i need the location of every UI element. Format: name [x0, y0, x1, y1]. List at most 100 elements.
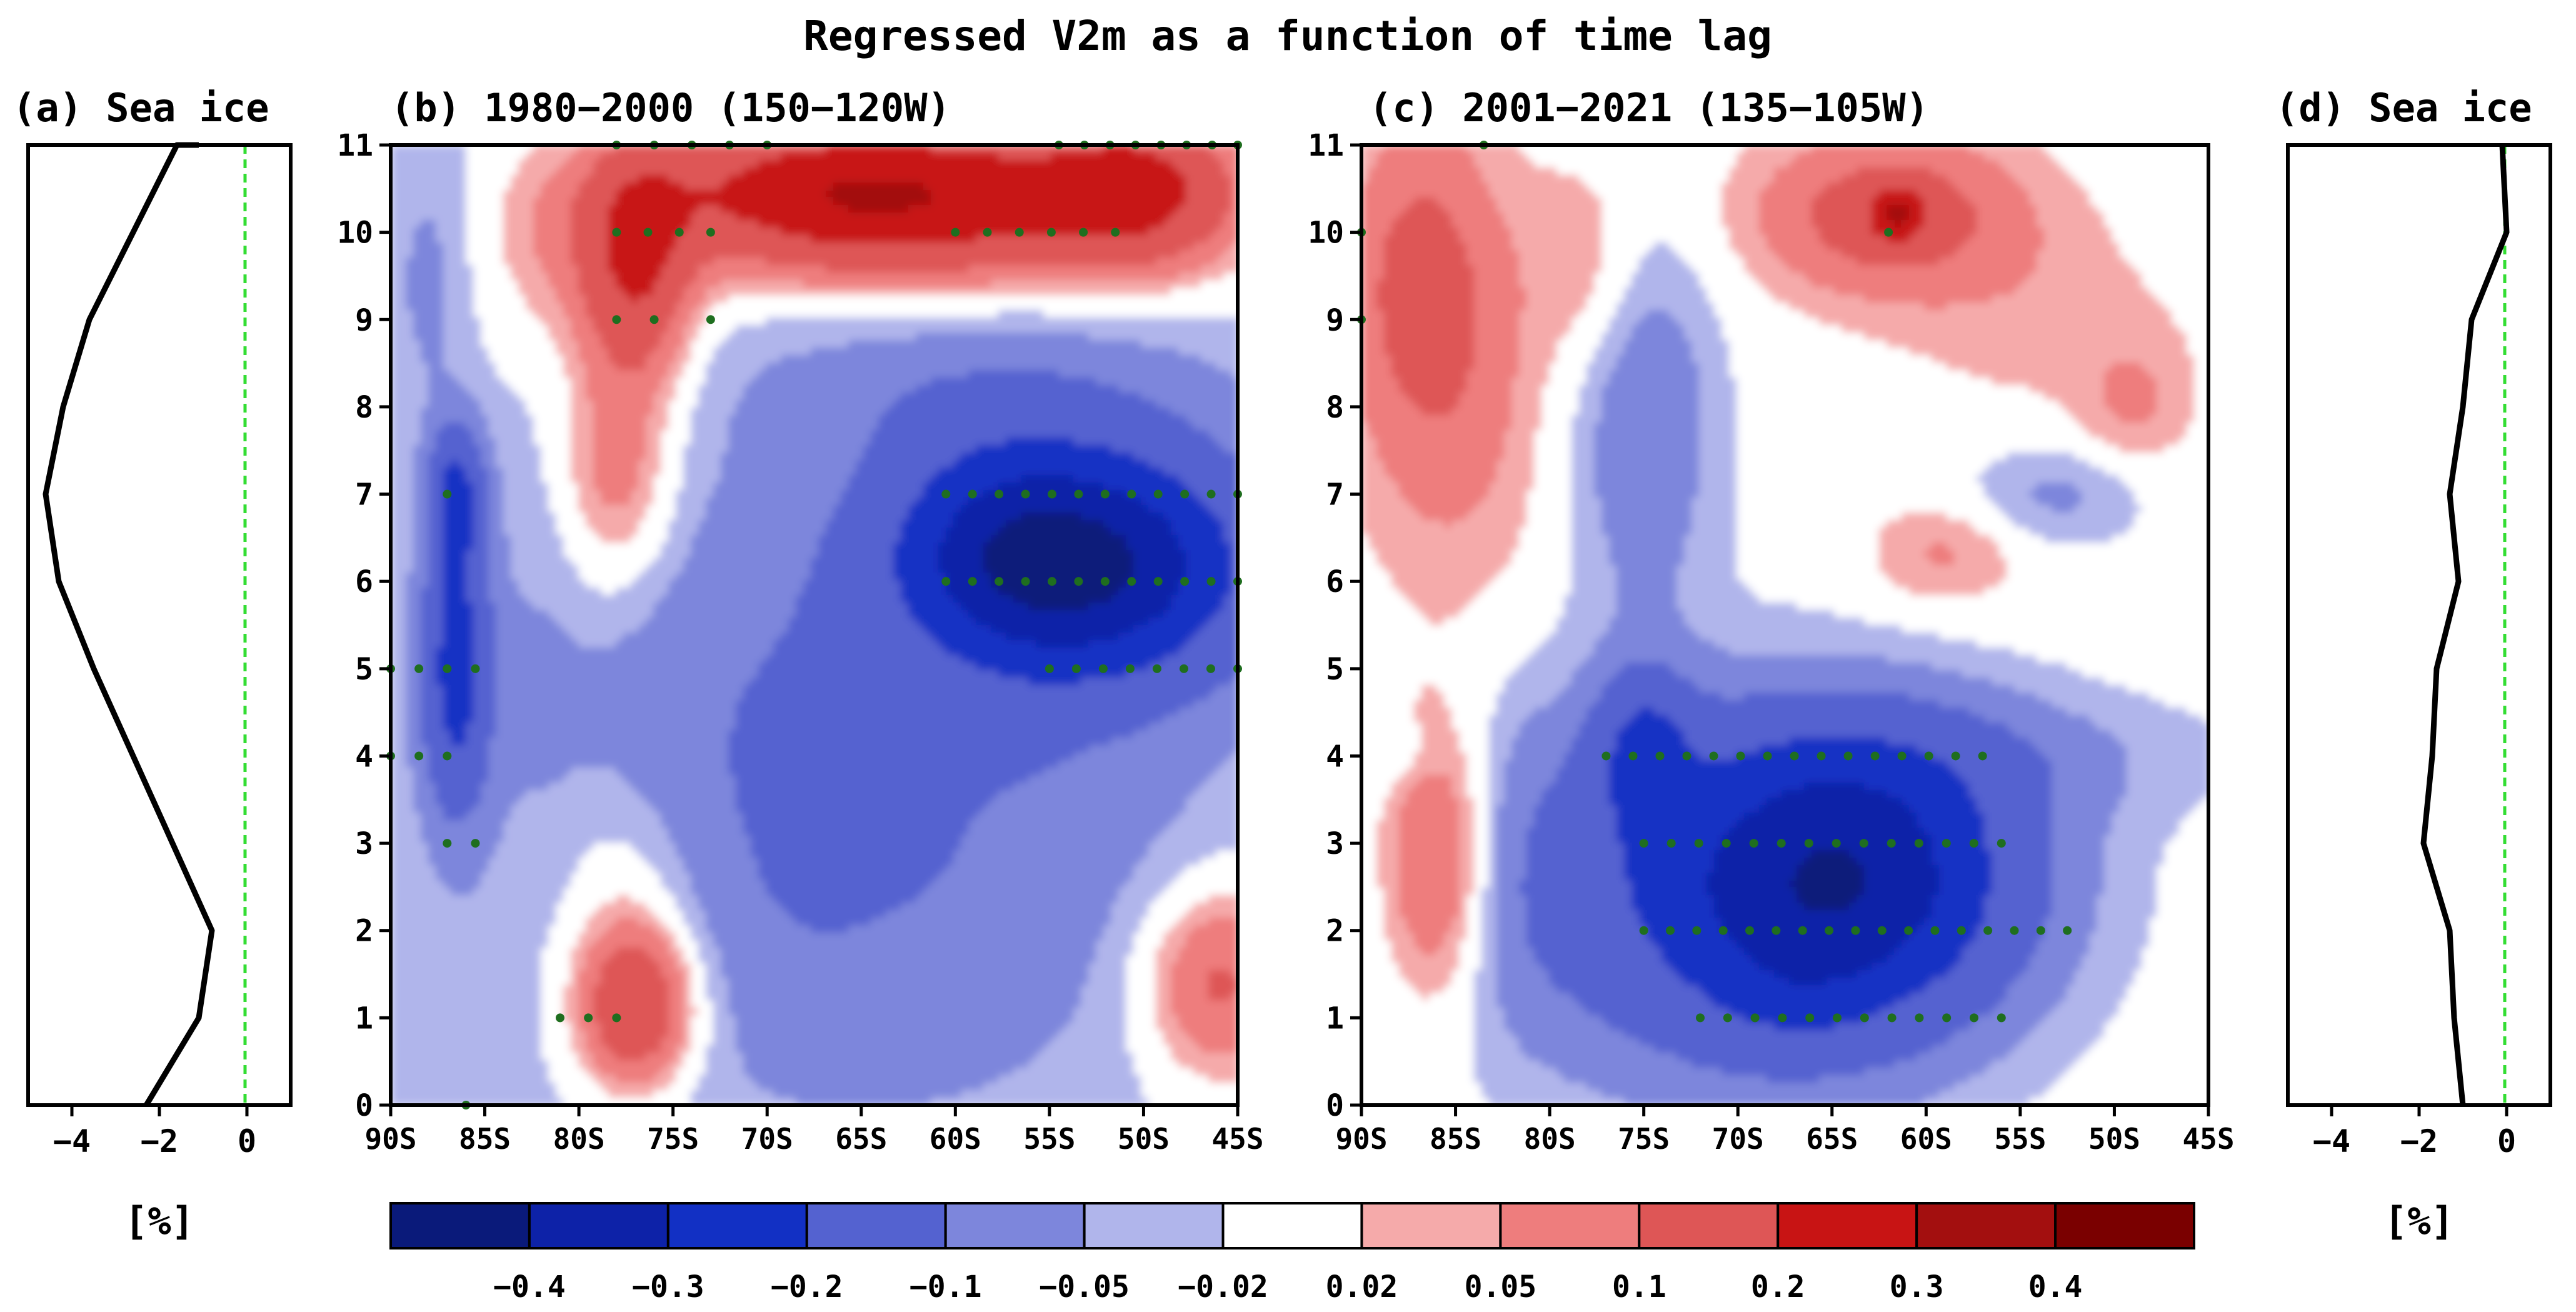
field-cell: [676, 183, 684, 191]
field-cell: [758, 445, 766, 453]
field-cell: [646, 355, 654, 363]
field-cell: [713, 363, 721, 371]
field-cell: [608, 325, 616, 333]
field-cell: [466, 438, 474, 446]
field-cell: [811, 220, 819, 228]
field-cell: [1051, 340, 1059, 348]
field-cell: [796, 453, 804, 461]
field-cell: [571, 160, 579, 168]
field-cell: [1036, 430, 1044, 438]
field-cell: [1133, 348, 1141, 356]
field-cell: [961, 243, 969, 251]
field-cell: [526, 265, 534, 273]
field-cell: [871, 183, 879, 191]
field-cell: [908, 295, 916, 303]
field-cell: [886, 280, 894, 288]
field-cell: [548, 175, 556, 183]
field-cell: [646, 348, 654, 356]
field-cell: [653, 303, 661, 311]
field-cell: [1186, 153, 1194, 161]
field-cell: [638, 445, 646, 453]
field-cell: [946, 310, 954, 318]
field-cell: [728, 378, 736, 386]
field-cell: [1201, 393, 1209, 401]
field-cell: [1043, 295, 1051, 303]
field-cell: [518, 273, 526, 281]
field-cell: [751, 385, 759, 393]
field-cell: [601, 198, 609, 206]
field-cell: [608, 280, 616, 288]
field-cell: [586, 333, 594, 341]
field-cell: [983, 393, 991, 401]
field-cell: [676, 378, 684, 386]
field-cell: [1006, 295, 1014, 303]
field-cell: [1193, 250, 1201, 258]
field-cell: [1088, 445, 1096, 453]
field-cell: [833, 370, 841, 378]
field-cell: [451, 363, 459, 371]
field-cell: [623, 295, 631, 303]
field-cell: [878, 213, 886, 221]
field-cell: [1006, 363, 1014, 371]
field-cell: [1201, 273, 1209, 281]
field-cell: [391, 258, 399, 266]
field-cell: [1036, 265, 1044, 273]
field-cell: [1028, 340, 1036, 348]
field-cell: [473, 228, 481, 236]
field-cell: [811, 325, 819, 333]
field-cell: [998, 258, 1006, 266]
field-cell: [811, 460, 819, 468]
field-cell: [1103, 280, 1111, 288]
field-cell: [946, 235, 954, 243]
field-cell: [1231, 333, 1238, 341]
field-cell: [1081, 370, 1089, 378]
field-cell: [788, 348, 796, 356]
field-cell: [676, 190, 684, 198]
field-cell: [1208, 198, 1216, 206]
field-cell: [646, 340, 654, 348]
field-cell: [518, 393, 526, 401]
field-cell: [743, 280, 751, 288]
field-cell: [766, 243, 774, 251]
field-cell: [496, 153, 504, 161]
field-cell: [496, 318, 504, 326]
field-cell: [661, 153, 669, 161]
field-cell: [623, 160, 631, 168]
field-cell: [1133, 423, 1141, 431]
field-cell: [766, 183, 774, 191]
field-cell: [623, 370, 631, 378]
field-cell: [1178, 385, 1186, 393]
field-cell: [631, 400, 639, 408]
field-cell: [1163, 340, 1171, 348]
field-cell: [1006, 385, 1014, 393]
field-cell: [518, 438, 526, 446]
field-cell: [1156, 303, 1164, 311]
field-cell: [623, 220, 631, 228]
field-cell: [646, 288, 654, 296]
field-cell: [556, 303, 564, 311]
field-cell: [953, 235, 961, 243]
field-cell: [1058, 153, 1066, 161]
field-cell: [1223, 333, 1231, 341]
field-cell: [1201, 280, 1209, 288]
field-cell: [661, 160, 669, 168]
field-cell: [871, 393, 879, 401]
field-cell: [1088, 235, 1096, 243]
field-cell: [661, 460, 669, 468]
field-cell: [743, 460, 751, 468]
field-cell: [878, 408, 886, 416]
field-cell: [796, 318, 804, 326]
field-cell: [863, 145, 871, 153]
field-cell: [1208, 220, 1216, 228]
field-cell: [691, 423, 699, 431]
field-cell: [586, 153, 594, 161]
field-cell: [451, 235, 459, 243]
field-cell: [556, 438, 564, 446]
field-cell: [1201, 190, 1209, 198]
field-cell: [691, 333, 699, 341]
field-cell: [998, 333, 1006, 341]
field-cell: [781, 303, 789, 311]
field-cell: [631, 423, 639, 431]
field-cell: [766, 250, 774, 258]
field-cell: [616, 220, 624, 228]
